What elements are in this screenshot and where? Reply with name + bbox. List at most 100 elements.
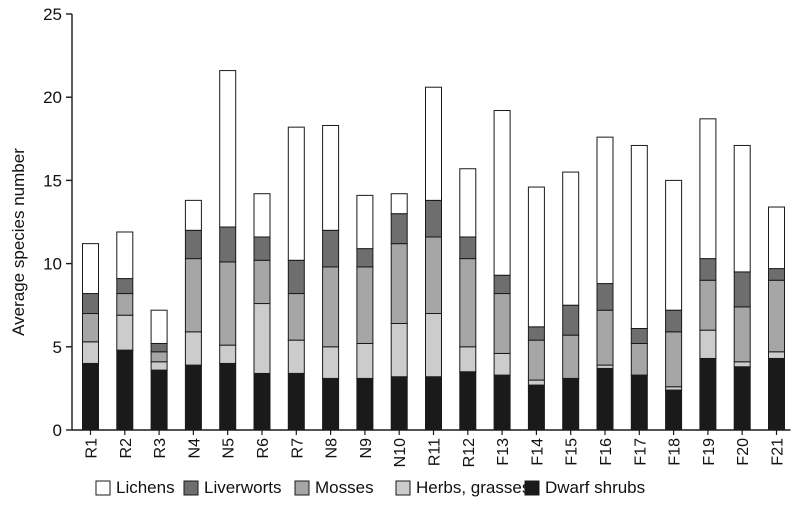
- bar-segment-n8-mosses: [322, 266, 340, 348]
- x-tick-label-r7: R7: [289, 438, 306, 459]
- bar-segment-f13-dwarf-shrubs: [493, 374, 511, 431]
- bar-segment-r3-mosses: [150, 351, 168, 363]
- bar-segment-f15-dwarf-shrubs: [562, 377, 580, 431]
- bar-segment-f18-mosses: [665, 331, 683, 388]
- bar-segment-n4-dwarf-shrubs: [184, 364, 202, 431]
- bar-segment-f14-lichens: [527, 186, 545, 328]
- bar-segment-r6-liverworts: [253, 236, 271, 261]
- x-tick-label-n9: N9: [358, 438, 375, 459]
- bar-segment-r7-herbs-grasses: [287, 339, 305, 374]
- bar-segment-f13-mosses: [493, 293, 511, 354]
- bar-segment-r3-liverworts: [150, 342, 168, 353]
- legend-swatch-dwarf-shrubs: [524, 480, 540, 496]
- bar-segment-f13-herbs-grasses: [493, 352, 511, 376]
- bar-segment-f18-herbs-grasses: [665, 386, 683, 391]
- bar-segment-n9-liverworts: [356, 248, 374, 268]
- bar-segment-r3-lichens: [150, 309, 168, 344]
- bar-segment-n4-liverworts: [184, 229, 202, 260]
- bar-segment-r12-lichens: [459, 168, 477, 238]
- bar-segment-r1-mosses: [82, 313, 99, 343]
- bar-segment-n4-lichens: [184, 199, 202, 231]
- bar-segment-n9-lichens: [356, 194, 374, 250]
- axes: 0 5 10 15 20 25 Average species number R1 R2 R3 N4…: [9, 5, 791, 467]
- legend-swatch-liverworts: [183, 480, 199, 496]
- bar-segment-f21-lichens: [768, 206, 785, 270]
- bar-segment-f15-lichens: [562, 171, 580, 306]
- bar-segment-n10-herbs-grasses: [390, 323, 408, 378]
- bar-segment-r7-dwarf-shrubs: [287, 372, 305, 431]
- bar-segment-r2-dwarf-shrubs: [116, 349, 134, 431]
- bar-segment-r12-dwarf-shrubs: [459, 371, 477, 431]
- bar-segment-n5-mosses: [219, 261, 237, 346]
- x-tick-label-f13: F13: [495, 438, 512, 466]
- bar-segment-r1-liverworts: [82, 293, 99, 315]
- legend-swatch-herbs-grasses: [395, 480, 411, 496]
- x-tick-label-f20: F20: [735, 438, 752, 466]
- bar-segment-f17-liverworts: [630, 328, 648, 344]
- bar-segment-r2-liverworts: [116, 278, 134, 295]
- bar-segment-r11-mosses: [425, 236, 442, 315]
- bar-segment-n4-herbs-grasses: [184, 331, 202, 366]
- x-tick-label-f19: F19: [701, 438, 718, 466]
- bar-segment-f20-dwarf-shrubs: [733, 366, 751, 431]
- bar-segment-r7-mosses: [287, 293, 305, 341]
- bar-segment-n9-mosses: [356, 266, 374, 344]
- y-axis-title: Average species number: [9, 148, 28, 336]
- bar-segment-r11-lichens: [425, 86, 442, 201]
- bar-segment-f17-lichens: [630, 144, 648, 329]
- bar-segment-r6-dwarf-shrubs: [253, 372, 271, 431]
- bar-segment-f15-liverworts: [562, 304, 580, 336]
- bar-segment-f16-liverworts: [596, 283, 614, 311]
- bar-segment-n10-liverworts: [390, 213, 408, 245]
- bar-segment-r6-mosses: [253, 259, 271, 305]
- x-tick-label-r12: R12: [461, 438, 478, 467]
- x-tick-label-r1: R1: [84, 438, 101, 459]
- bar-segment-r1-lichens: [82, 243, 99, 295]
- x-tick-label-r2: R2: [118, 438, 135, 459]
- x-tick-label-r6: R6: [255, 438, 272, 459]
- bar-segment-r11-liverworts: [425, 199, 442, 238]
- bar-segment-n8-liverworts: [322, 229, 340, 268]
- legend-label-herbs-grasses: Herbs, grasses: [416, 478, 530, 497]
- bar-segment-n5-lichens: [219, 70, 237, 228]
- bar-segment-f18-liverworts: [665, 309, 683, 333]
- bar-segment-f21-liverworts: [768, 268, 785, 281]
- bar-segment-f20-herbs-grasses: [733, 361, 751, 368]
- y-tick-label: 5: [53, 338, 62, 357]
- bar-segment-r3-dwarf-shrubs: [150, 369, 168, 431]
- bar-segment-f14-dwarf-shrubs: [527, 384, 545, 431]
- bar-segment-f14-liverworts: [527, 326, 545, 341]
- bar-segment-f14-herbs-grasses: [527, 379, 545, 386]
- bar-segment-r7-lichens: [287, 126, 305, 261]
- bar-segment-f16-dwarf-shrubs: [596, 367, 614, 431]
- legend-label-dwarf-shrubs: Dwarf shrubs: [545, 478, 645, 497]
- x-tick-label-f16: F16: [598, 438, 615, 466]
- bar-segment-f19-lichens: [699, 118, 717, 260]
- bar-segment-r12-liverworts: [459, 236, 477, 260]
- bar-segment-r6-lichens: [253, 193, 271, 238]
- bar-segment-r6-herbs-grasses: [253, 303, 271, 374]
- bar-segment-n5-herbs-grasses: [219, 344, 237, 364]
- bar-segment-n8-herbs-grasses: [322, 346, 340, 379]
- bar-segment-n5-liverworts: [219, 226, 237, 263]
- bar-segment-f21-dwarf-shrubs: [768, 357, 785, 431]
- x-tick-label-f17: F17: [632, 438, 649, 466]
- x-tick-label-f21: F21: [770, 438, 787, 466]
- legend-swatch-lichens: [95, 480, 111, 496]
- y-tick-label: 25: [43, 5, 62, 24]
- bar-segment-f17-mosses: [630, 342, 648, 376]
- legend-label-lichens: Lichens: [116, 478, 175, 497]
- bar-segment-f15-mosses: [562, 334, 580, 379]
- legend-label-mosses: Mosses: [315, 478, 374, 497]
- bar-segment-n8-lichens: [322, 124, 340, 231]
- bar-segment-r7-liverworts: [287, 259, 305, 295]
- legend-label-liverworts: Liverworts: [204, 478, 281, 497]
- bar-segment-r11-dwarf-shrubs: [425, 376, 442, 431]
- bar-segment-n9-herbs-grasses: [356, 342, 374, 379]
- bar-segment-r1-dwarf-shrubs: [82, 362, 99, 431]
- plot-area: [82, 70, 785, 431]
- bar-segment-r1-herbs-grasses: [82, 341, 99, 364]
- bar-segment-f18-lichens: [665, 179, 683, 311]
- bar-segment-r3-herbs-grasses: [150, 361, 168, 371]
